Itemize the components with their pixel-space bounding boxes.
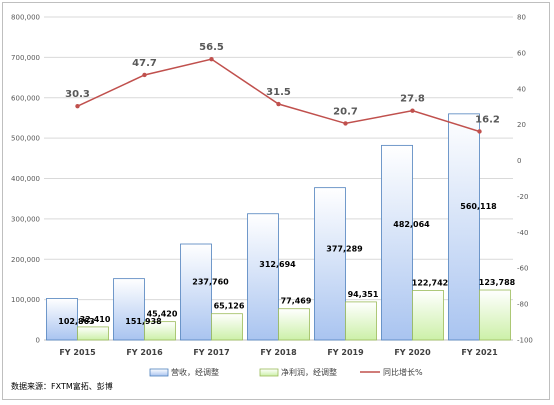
bar-net-profit [278, 308, 310, 341]
legend-label-net-profit: 净利润，经调整 [281, 367, 337, 377]
x-axis-category-label: FY 2017 [193, 348, 229, 357]
data-label-net-profit: 45,420 [147, 310, 178, 319]
right-axis-tick-label: 20 [517, 121, 526, 129]
bar-net-profit [211, 313, 243, 341]
data-label-growth: 47.7 [132, 58, 157, 69]
right-axis-tick-label: 40 [517, 85, 526, 93]
data-label-net-profit: 123,788 [479, 278, 516, 287]
right-axis-tick-label: -100 [517, 337, 533, 345]
right-axis-tick-label: 60 [517, 49, 526, 57]
left-axis-tick-label: 600,000 [11, 94, 40, 102]
left-axis-tick-label: 100,000 [11, 296, 40, 304]
data-label-growth: 31.5 [266, 87, 291, 98]
legend-swatch-revenue [149, 368, 169, 377]
data-label-revenue: 560,118 [460, 202, 497, 211]
data-label-growth: 56.5 [199, 42, 224, 53]
x-axis-category-label: FY 2015 [59, 348, 96, 357]
bar-revenue [314, 187, 346, 341]
bar-net-profit [345, 301, 377, 341]
growth-marker [75, 103, 80, 109]
data-label-revenue: 377,289 [326, 245, 363, 254]
data-label-net-profit: 65,126 [214, 302, 245, 311]
left-axis-tick-label: 800,000 [11, 14, 40, 22]
legend-label-revenue: 营收，经调整 [171, 367, 219, 377]
growth-marker [276, 101, 281, 107]
right-axis-tick-label: -60 [517, 265, 528, 273]
bar-net-profit [144, 321, 176, 341]
bar-net-profit [412, 290, 444, 341]
x-axis-category-label: FY 2018 [260, 348, 297, 357]
data-label-revenue: 151,938 [125, 317, 162, 326]
x-axis-category-label: FY 2020 [394, 348, 431, 357]
growth-marker [209, 56, 214, 62]
bar-net-profit [77, 326, 109, 341]
left-axis-tick-label: 200,000 [11, 256, 40, 264]
data-label-growth: 20.7 [333, 106, 358, 117]
bar-revenue [180, 243, 212, 341]
right-axis-tick-label: -20 [517, 193, 528, 201]
growth-marker [477, 129, 482, 134]
data-label-growth: 16.2 [475, 114, 500, 125]
right-axis-tick-label: -40 [517, 229, 528, 237]
legend-label-growth: 同比增长% [383, 367, 423, 377]
bar-revenue [113, 278, 145, 341]
left-axis-tick-label: 0 [36, 337, 40, 345]
growth-marker [142, 72, 147, 78]
left-axis-tick-label: 300,000 [11, 215, 40, 223]
data-label-net-profit: 32,410 [80, 315, 111, 324]
x-axis-category-label: FY 2016 [126, 348, 163, 357]
data-label-net-profit: 77,469 [281, 297, 312, 306]
bar-revenue [381, 144, 413, 341]
data-label-net-profit: 122,742 [412, 278, 448, 287]
data-label-revenue: 312,694 [259, 260, 296, 269]
bar-net-profit [479, 289, 511, 341]
legend-swatch-net-profit [259, 368, 279, 377]
left-axis-tick-label: 500,000 [11, 135, 40, 143]
bar-revenue [46, 298, 78, 341]
data-label-revenue: 237,760 [192, 277, 229, 286]
right-axis-tick-label: 80 [517, 14, 526, 22]
right-axis-tick-label: -80 [517, 301, 528, 309]
x-axis-category-label: FY 2019 [327, 348, 364, 357]
x-axis-category-label: FY 2021 [461, 348, 498, 357]
data-label-net-profit: 94,351 [348, 290, 379, 299]
data-label-revenue: 102,863 [58, 317, 94, 326]
bar-revenue [448, 113, 480, 341]
bar-revenue [247, 213, 279, 341]
data-label-revenue: 482,064 [393, 220, 430, 229]
growth-marker [410, 108, 415, 113]
right-axis-tick-label: 0 [517, 157, 521, 165]
left-axis-tick-label: 400,000 [11, 175, 40, 183]
data-label-growth: 30.3 [65, 89, 90, 100]
data-source-note: 数据来源：FXTM富拓、彭博 [11, 382, 113, 391]
growth-marker [343, 121, 348, 126]
left-axis-tick-label: 700,000 [11, 54, 40, 62]
data-label-growth: 27.8 [400, 94, 425, 105]
